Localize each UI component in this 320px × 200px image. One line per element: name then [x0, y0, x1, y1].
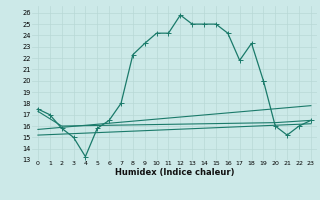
X-axis label: Humidex (Indice chaleur): Humidex (Indice chaleur)	[115, 168, 234, 177]
